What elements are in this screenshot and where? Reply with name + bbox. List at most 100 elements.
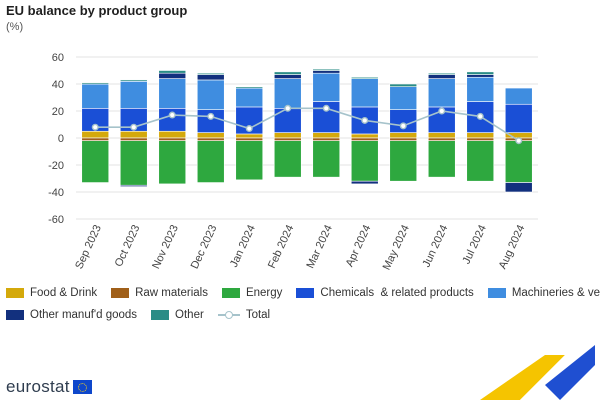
legend-label: Chemicals & related products bbox=[320, 287, 474, 299]
bar-segment-energy bbox=[312, 140, 341, 178]
bar-segment-food bbox=[119, 130, 148, 139]
white-stripe bbox=[520, 340, 595, 400]
y-tick-label: 0 bbox=[58, 133, 64, 145]
bar-segment-food bbox=[235, 133, 264, 139]
total-point bbox=[438, 107, 446, 115]
total-point bbox=[130, 123, 138, 131]
legend-label: Other bbox=[175, 309, 204, 321]
bar-segment-energy bbox=[427, 140, 456, 178]
total-line bbox=[95, 107, 520, 142]
chart-title: EU balance by product group bbox=[6, 3, 188, 18]
stacked-bar-chart: -60 -40 -20 0 20 40 60 Sep 2023 Oct 2023 Nov 2023… bbox=[48, 52, 538, 272]
legend-swatch-other-manuf bbox=[6, 310, 24, 320]
bar-segment-machineries bbox=[235, 87, 264, 108]
bar-segment-machineries bbox=[504, 87, 533, 105]
legend-swatch-energy bbox=[221, 288, 240, 298]
bar-segment-other_manuf bbox=[158, 72, 187, 79]
total-point bbox=[515, 137, 523, 145]
bar-segment-raw bbox=[389, 137, 418, 141]
legend-item-total[interactable]: Total bbox=[217, 309, 271, 321]
bar-segment-other_manuf bbox=[273, 74, 302, 79]
bar-segment-energy bbox=[158, 140, 187, 185]
legend-label: Total bbox=[245, 309, 271, 321]
bar-segment-raw bbox=[196, 137, 225, 141]
bar-segment-food bbox=[427, 132, 456, 139]
bar-segment-machineries bbox=[81, 83, 110, 109]
bar-segment-other_manuf bbox=[504, 182, 533, 193]
legend-item-raw-materials[interactable]: Raw materials bbox=[111, 287, 208, 299]
legend-label: Food & Drink bbox=[30, 287, 98, 299]
y-tick-label: 40 bbox=[52, 79, 64, 91]
yellow-stripe bbox=[480, 355, 565, 400]
legend-item-other[interactable]: Other bbox=[151, 309, 204, 321]
bar-segment-other_manuf bbox=[312, 70, 341, 74]
y-tick-label: -60 bbox=[48, 214, 64, 226]
bar-segment-chemicals bbox=[466, 101, 495, 133]
legend-label: Machineries & vehicles bbox=[511, 287, 600, 299]
x-tick-label: Sep 2023 bbox=[73, 223, 104, 271]
bar-segment-other bbox=[312, 68, 341, 71]
brand-wordmark: eurostat bbox=[6, 377, 70, 396]
x-tick-label: Jul 2024 bbox=[461, 223, 489, 266]
bar-segment-other bbox=[196, 72, 225, 75]
x-tick-label: Apr 2024 bbox=[344, 223, 374, 269]
bar-segment-energy bbox=[273, 140, 302, 178]
bar-segment-machineries bbox=[350, 78, 379, 108]
legend-swatch-raw-materials bbox=[111, 288, 130, 298]
legend-row-2: Other manuf'd goods Other Total bbox=[6, 305, 600, 325]
x-tick-label: Feb 2024 bbox=[266, 223, 297, 270]
decorative-stripes-icon bbox=[480, 340, 595, 400]
bar-segment-raw bbox=[427, 137, 456, 141]
legend-row-1: Food & Drink Raw materials Energy Chemic… bbox=[6, 283, 600, 303]
bar-segment-other_manuf bbox=[350, 180, 379, 185]
legend-swatch-machineries bbox=[487, 288, 506, 298]
bar-segment-machineries bbox=[196, 79, 225, 110]
total-point bbox=[361, 116, 369, 124]
legend-swatch-chemicals bbox=[296, 288, 315, 298]
y-tick-label: -20 bbox=[48, 160, 64, 172]
bar-segment-machineries bbox=[158, 78, 187, 109]
bar-segment-food bbox=[273, 132, 302, 139]
bar-segment-raw bbox=[350, 137, 379, 141]
bar-segment-machineries bbox=[273, 78, 302, 109]
bar-segment-other_manuf bbox=[119, 184, 148, 187]
bar-segment-other bbox=[427, 72, 456, 75]
x-tick-label: Mar 2024 bbox=[304, 223, 335, 270]
bar-segment-raw bbox=[273, 137, 302, 141]
x-tick-label: Jan 2024 bbox=[228, 223, 258, 269]
bar-segment-other_manuf bbox=[466, 74, 495, 78]
y-unit-label: (%) bbox=[6, 21, 24, 33]
total-point bbox=[476, 112, 484, 120]
bar-segment-energy bbox=[196, 140, 225, 183]
bar-segment-other bbox=[273, 71, 302, 75]
legend-label: Raw materials bbox=[135, 287, 208, 299]
bar-segment-energy bbox=[119, 140, 148, 186]
bar-segment-food bbox=[389, 132, 418, 139]
bar-segment-chemicals bbox=[273, 108, 302, 133]
y-tick-label: 20 bbox=[52, 106, 64, 118]
eu-flag-icon bbox=[72, 380, 92, 394]
total-point bbox=[399, 122, 407, 130]
legend-item-energy[interactable]: Energy bbox=[221, 287, 282, 299]
legend-item-food-drink[interactable]: Food & Drink bbox=[6, 287, 97, 299]
total-point bbox=[91, 123, 99, 131]
bar-segment-other bbox=[158, 70, 187, 74]
legend-item-chemicals[interactable]: Chemicals & related products bbox=[296, 287, 474, 299]
bar-segment-other bbox=[350, 76, 379, 79]
bar-segment-machineries bbox=[389, 86, 418, 110]
bar-segment-energy bbox=[235, 140, 264, 181]
bar-segment-raw bbox=[158, 137, 187, 141]
blue-stripe bbox=[545, 345, 595, 400]
bar-segment-other_manuf bbox=[196, 74, 225, 81]
eurostat-logo: eurostat bbox=[6, 377, 92, 397]
legend-item-other-manuf[interactable]: Other manuf'd goods bbox=[6, 309, 137, 321]
y-tick-label: -40 bbox=[48, 187, 64, 199]
bar-segment-machineries bbox=[312, 72, 341, 102]
legend-item-machineries[interactable]: Machineries & vehicles bbox=[487, 287, 600, 299]
bar-segment-raw bbox=[466, 137, 495, 141]
bar-segment-machineries bbox=[466, 76, 495, 102]
legend-swatch-food-drink bbox=[6, 288, 24, 298]
bar-segment-energy bbox=[81, 140, 110, 183]
x-tick-label: Nov 2023 bbox=[150, 223, 181, 271]
bar-segment-energy bbox=[466, 140, 495, 182]
